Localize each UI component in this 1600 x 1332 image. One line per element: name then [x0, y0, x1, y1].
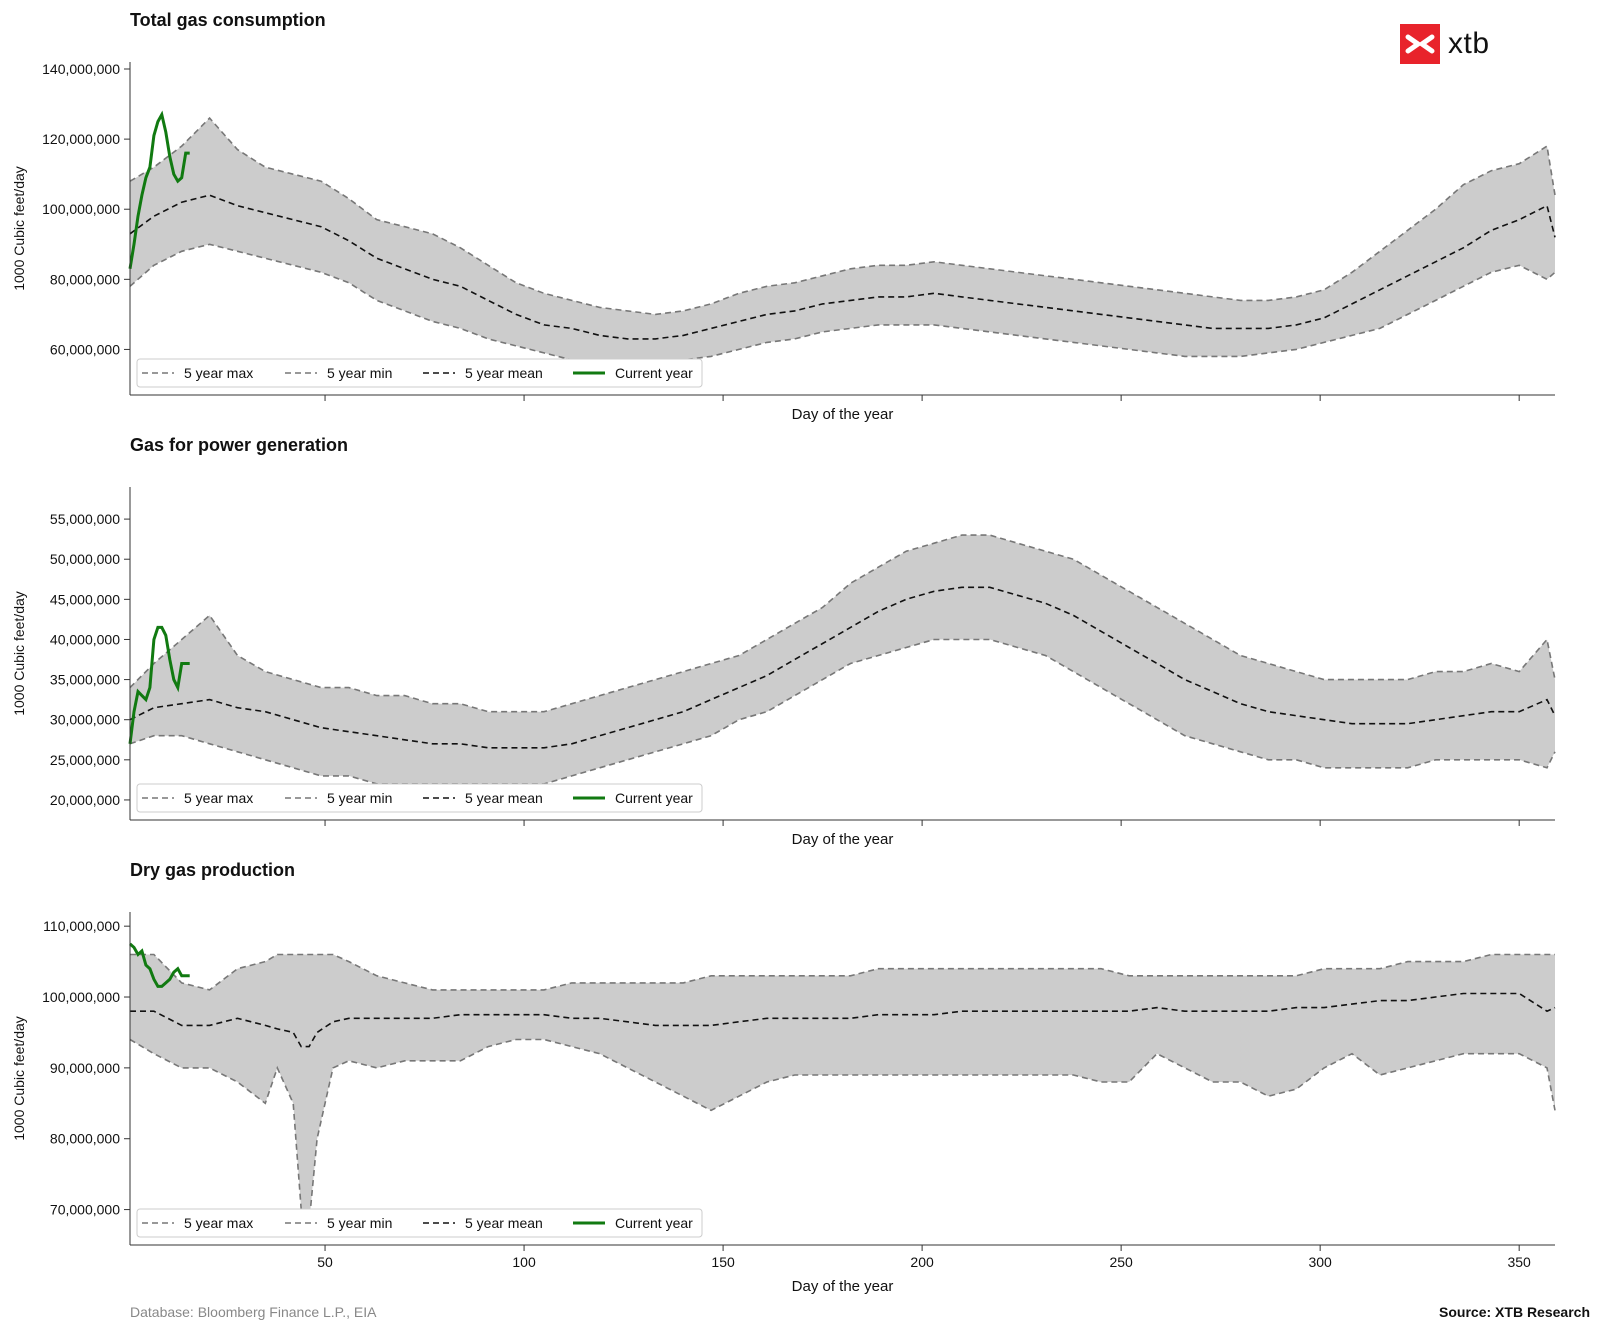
- range-band: [130, 535, 1555, 784]
- legend-label: 5 year max: [184, 790, 253, 806]
- y-tick-label: 20,000,000: [50, 792, 120, 808]
- y-tick-label: 25,000,000: [50, 752, 120, 768]
- x-tick-label: 200: [910, 1254, 934, 1270]
- panel-3-title: Dry gas production: [130, 860, 296, 880]
- database-note: Database: Bloomberg Finance L.P., EIA: [130, 1304, 377, 1320]
- y-axis-title: 1000 Cubic feet/day: [11, 591, 27, 716]
- legend-label: 5 year min: [327, 790, 392, 806]
- series-5-year-min: [129, 1038, 1556, 1227]
- panel-2-title: Gas for power generation: [130, 435, 349, 455]
- y-tick-label: 80,000,000: [50, 271, 120, 287]
- series-5-year-max: [129, 116, 1556, 316]
- x-tick-label: 350: [1507, 1254, 1531, 1270]
- series-current-year: [129, 942, 190, 988]
- range-band: [130, 954, 1555, 1224]
- xtb-logo-mark: [1400, 24, 1440, 64]
- legend-box: [136, 1208, 703, 1238]
- y-tick-label: 30,000,000: [50, 712, 120, 728]
- x-tick-label: 50: [317, 1254, 333, 1270]
- legend-label: 5 year max: [184, 365, 253, 381]
- panel-1: 60,000,000 80,000,000 100,000,000 120,000,0…: [11, 61, 1556, 423]
- x-axis-title: Day of the year: [792, 1278, 894, 1295]
- series-5-year-max: [129, 534, 1556, 713]
- legend-label: 5 year min: [327, 365, 392, 381]
- range-band: [130, 118, 1555, 367]
- legend-label: Current year: [615, 790, 693, 806]
- series-5-year-min: [129, 638, 1556, 785]
- y-tick-label: 45,000,000: [50, 591, 120, 607]
- x-axis-title: Day of the year: [792, 406, 894, 423]
- legend-label: Current year: [615, 1215, 693, 1231]
- series-current-year: [128, 110, 190, 270]
- y-axis-title: 1000 Cubic feet/day: [11, 166, 27, 291]
- panel-3: 70,000,000 80,000,000 90,000,000 100,000,00…: [11, 912, 1556, 1295]
- x-tick-label: 150: [711, 1254, 735, 1270]
- y-tick-label: 35,000,000: [50, 672, 120, 688]
- series-5-year-min: [129, 243, 1556, 368]
- series-5-year-mean: [130, 992, 1556, 1048]
- series-5-year-max: [130, 953, 1555, 991]
- legend-box: [136, 358, 703, 388]
- legend: 5 year max 5 year min 5 year mean Current y…: [136, 1208, 703, 1238]
- x-tick-label: 250: [1109, 1254, 1133, 1270]
- y-tick-label: 80,000,000: [50, 1131, 120, 1147]
- y-tick-label: 70,000,000: [50, 1202, 120, 1218]
- y-tick-label: 100,000,000: [42, 201, 120, 217]
- panel-1-title: Total gas consumption: [130, 10, 326, 30]
- legend-label: 5 year mean: [465, 790, 543, 806]
- legend-label: 5 year min: [327, 1215, 392, 1231]
- y-tick-label: 60,000,000: [50, 341, 120, 357]
- x-axis-title: Day of the year: [792, 831, 894, 848]
- y-tick-label: 40,000,000: [50, 631, 120, 647]
- legend: 5 year max 5 year min 5 year mean Current y…: [136, 783, 703, 813]
- y-tick-label: 50,000,000: [50, 551, 120, 567]
- y-tick-label: 140,000,000: [42, 61, 120, 77]
- legend: 5 year max 5 year min 5 year mean Current y…: [136, 358, 703, 388]
- xtb-logo-text: xtb: [1448, 27, 1490, 60]
- y-axis-title: 1000 Cubic feet/day: [11, 1016, 27, 1141]
- legend-label: 5 year max: [184, 1215, 253, 1231]
- y-tick-label: 110,000,000: [43, 918, 120, 934]
- panel-2: 20,000,000 25,000,000 30,000,000 35,000,000…: [11, 487, 1556, 848]
- legend-label: 5 year mean: [465, 1215, 543, 1231]
- y-tick-label: 90,000,000: [50, 1060, 120, 1076]
- y-tick-label: 55,000,000: [50, 511, 120, 527]
- legend-label: Current year: [615, 365, 693, 381]
- x-tick-label: 300: [1308, 1254, 1332, 1270]
- y-tick-label: 120,000,000: [42, 131, 120, 147]
- legend-box: [136, 783, 703, 813]
- legend-label: 5 year mean: [465, 365, 543, 381]
- series-current-year: [128, 625, 190, 744]
- x-tick-label: 100: [512, 1254, 536, 1270]
- xtb-logo: xtb: [1400, 24, 1490, 64]
- series-5-year-mean: [129, 586, 1556, 749]
- series-5-year-mean: [129, 194, 1556, 340]
- source-note: Source: XTB Research: [1439, 1304, 1590, 1320]
- y-tick-label: 100,000,000: [42, 989, 120, 1005]
